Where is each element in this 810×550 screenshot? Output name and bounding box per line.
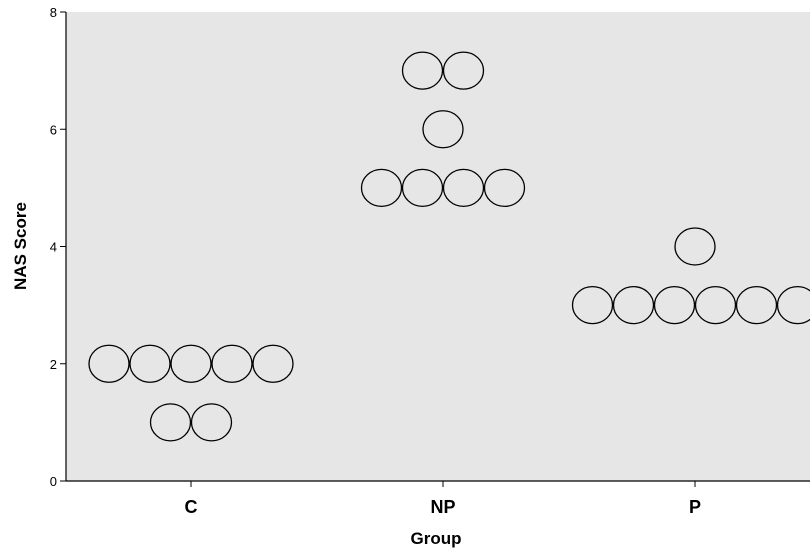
y-axis-title: NAS Score <box>11 202 30 290</box>
x-axis-title: Group <box>411 529 462 548</box>
y-tick-label: 4 <box>50 240 57 255</box>
y-tick-label: 0 <box>50 474 57 489</box>
y-tick-label: 8 <box>50 5 57 20</box>
y-axis-ticks: 0 2 4 6 8 <box>50 5 66 489</box>
x-tick-label: P <box>689 497 701 517</box>
y-tick-label: 2 <box>50 357 57 372</box>
y-tick-label: 6 <box>50 122 57 137</box>
x-axis-ticks: C NP P <box>185 481 702 517</box>
x-tick-label: C <box>185 497 198 517</box>
x-tick-label: NP <box>430 497 455 517</box>
